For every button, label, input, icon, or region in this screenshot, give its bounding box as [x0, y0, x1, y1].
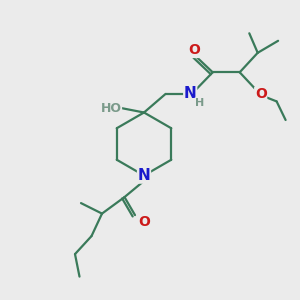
Text: O: O [255, 88, 267, 101]
Text: N: N [184, 86, 197, 101]
Text: N: N [138, 168, 150, 183]
Text: HO: HO [100, 101, 122, 115]
Text: O: O [188, 44, 200, 57]
Text: O: O [138, 215, 150, 229]
Text: H: H [195, 98, 204, 108]
